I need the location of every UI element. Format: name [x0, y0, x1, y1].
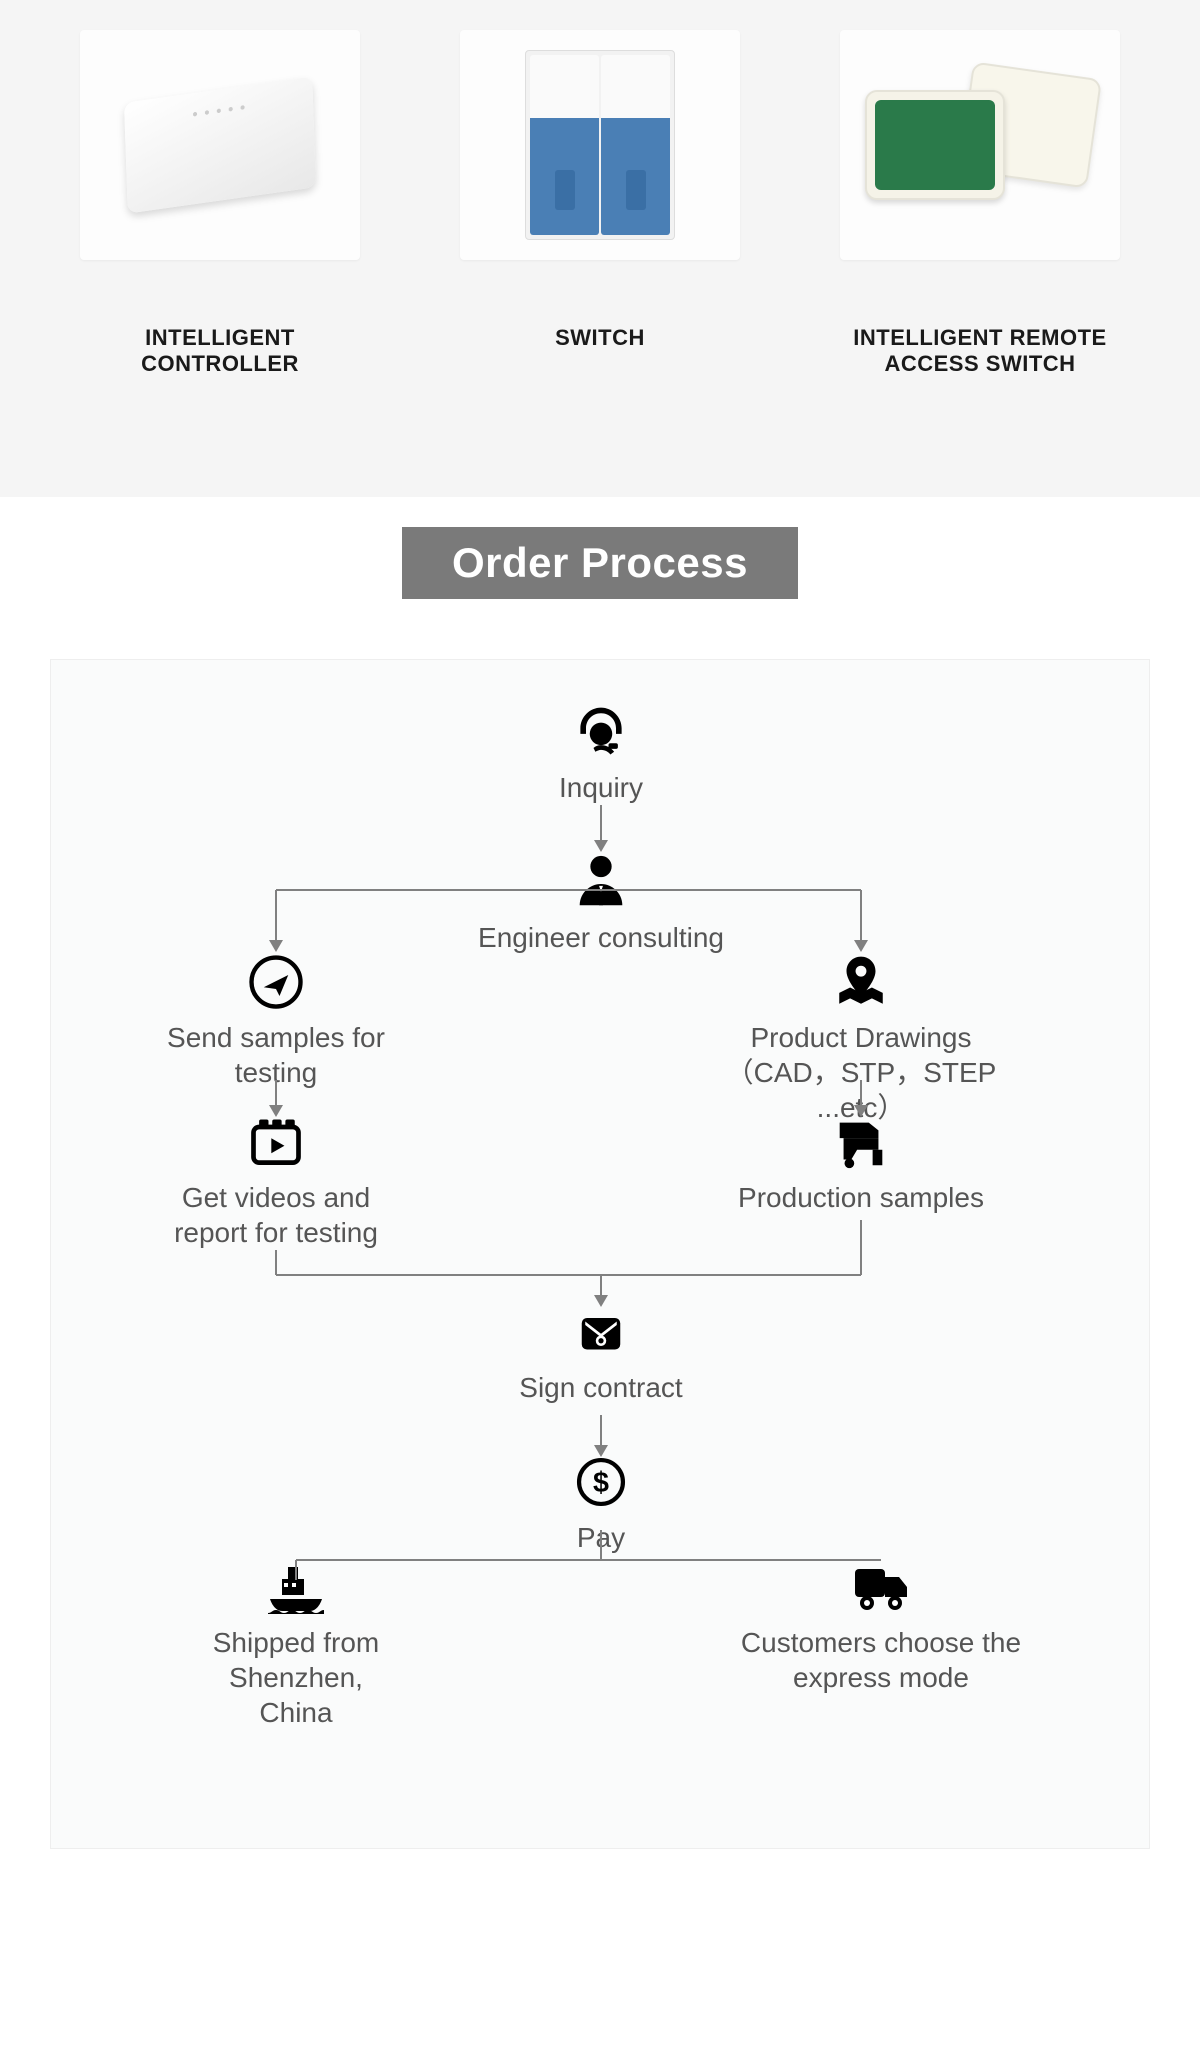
truck-icon: [849, 1555, 913, 1619]
remote-shape: [865, 70, 1095, 220]
machine-icon: [829, 1110, 893, 1174]
flow-node-samples: Send samples for testing: [126, 950, 426, 1090]
flowchart-wrap: Inquiry Engineer consulting Send samples f…: [0, 659, 1200, 1909]
flow-node-videos: Get videos and report for testing: [126, 1110, 426, 1250]
flow-node-inquiry: Inquiry: [451, 700, 751, 805]
flow-label-production: Production samples: [738, 1180, 984, 1215]
flow-label-engineer: Engineer consulting: [478, 920, 724, 955]
switch-shape: [525, 50, 675, 240]
person-icon: [569, 850, 633, 914]
flow-label-videos: Get videos and report for testing: [174, 1180, 378, 1250]
product-image-remote: [840, 30, 1120, 260]
product-label-remote: INTELLIGENT REMOTE ACCESS SWITCH: [840, 325, 1120, 377]
controller-shape: [124, 77, 316, 214]
product-card-controller: INTELLIGENT CONTROLLER: [80, 30, 360, 377]
product-image-controller: [80, 30, 360, 260]
video-icon: [244, 1110, 308, 1174]
product-label-controller: INTELLIGENT CONTROLLER: [80, 325, 360, 377]
order-heading: Order Process: [402, 527, 798, 599]
plane-icon: [244, 950, 308, 1014]
headset-icon: [569, 700, 633, 764]
flow-node-express: Customers choose the express mode: [731, 1555, 1031, 1695]
flow-node-production: Production samples: [711, 1110, 1011, 1215]
envelope-icon: [569, 1300, 633, 1364]
product-label-switch: SWITCH: [555, 325, 645, 351]
order-heading-wrap: Order Process: [0, 527, 1200, 599]
flow-label-shipped: Shipped from Shenzhen, China: [146, 1625, 446, 1730]
product-card-switch: SWITCH: [460, 30, 740, 377]
map-pin-icon: [829, 950, 893, 1014]
svg-text:$: $: [593, 1467, 609, 1499]
flow-label-contract: Sign contract: [519, 1370, 682, 1405]
flow-node-engineer: Engineer consulting: [451, 850, 751, 955]
flow-node-shipped: Shipped from Shenzhen, China: [146, 1555, 446, 1730]
flow-label-express: Customers choose the express mode: [741, 1625, 1021, 1695]
product-card-remote: INTELLIGENT REMOTE ACCESS SWITCH: [840, 30, 1120, 377]
products-section: INTELLIGENT CONTROLLER SWITCH INTELLIGEN…: [0, 0, 1200, 497]
flow-node-contract: Sign contract: [451, 1300, 751, 1405]
flowchart: Inquiry Engineer consulting Send samples f…: [50, 659, 1150, 1849]
product-image-switch: [460, 30, 740, 260]
dollar-icon: $: [569, 1450, 633, 1514]
products-row: INTELLIGENT CONTROLLER SWITCH INTELLIGEN…: [60, 30, 1140, 377]
flow-label-inquiry: Inquiry: [559, 770, 643, 805]
